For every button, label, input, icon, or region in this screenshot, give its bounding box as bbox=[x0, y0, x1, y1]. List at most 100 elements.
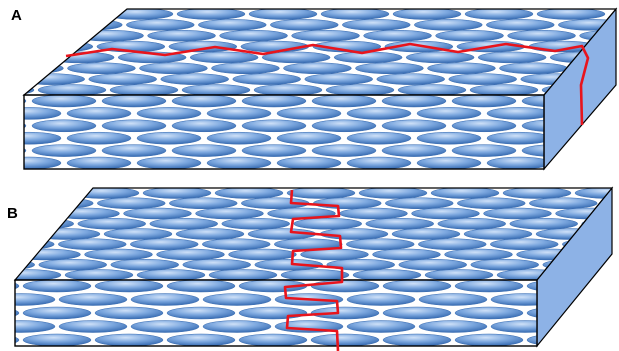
fiber-ellipse bbox=[254, 259, 323, 271]
fiber-ellipse bbox=[37, 84, 107, 95]
fiber-ellipse bbox=[381, 95, 447, 108]
fiber-ellipse bbox=[427, 62, 496, 75]
fiber-ellipse bbox=[166, 306, 236, 320]
fiber-ellipse bbox=[536, 9, 606, 20]
fiber-ellipse bbox=[418, 293, 488, 306]
panel-b-front-outline bbox=[14, 279, 538, 347]
fiber-ellipse bbox=[526, 281, 537, 291]
fiber-ellipse bbox=[382, 280, 452, 293]
fiber-ellipse bbox=[51, 207, 120, 220]
fiber-ellipse bbox=[355, 62, 424, 75]
fiber-ellipse bbox=[166, 280, 236, 293]
fiber-ellipse bbox=[206, 107, 272, 120]
fiber-ellipse bbox=[168, 40, 238, 53]
fiber-ellipse bbox=[454, 333, 524, 346]
fiber-ellipse bbox=[136, 269, 206, 280]
fiber-ellipse bbox=[248, 9, 318, 20]
fiber-ellipse bbox=[166, 333, 236, 346]
fiber-ellipse bbox=[24, 73, 85, 85]
fiber-ellipse bbox=[454, 280, 524, 293]
fiber-ellipse bbox=[391, 228, 461, 240]
fiber-ellipse bbox=[24, 131, 62, 145]
fiber-ellipse bbox=[358, 188, 428, 199]
fiber-ellipse bbox=[486, 19, 555, 31]
fiber-ellipse bbox=[15, 293, 56, 306]
fiber-ellipse bbox=[22, 306, 92, 320]
fiber-ellipse bbox=[101, 95, 167, 108]
fiber-ellipse bbox=[451, 95, 517, 108]
fiber-ellipse bbox=[149, 218, 218, 230]
fiber-ellipse bbox=[24, 29, 72, 42]
panel-a-block bbox=[22, 7, 618, 171]
fiber-ellipse bbox=[469, 84, 539, 95]
fiber-ellipse bbox=[448, 73, 517, 85]
fiber-ellipse bbox=[211, 62, 280, 75]
fiber-ellipse bbox=[363, 29, 432, 42]
fiber-ellipse bbox=[169, 197, 238, 209]
fiber-ellipse bbox=[486, 107, 544, 120]
fiber-ellipse bbox=[490, 320, 537, 333]
fiber-ellipse bbox=[176, 9, 246, 20]
fiber-ellipse bbox=[58, 238, 127, 250]
fiber-ellipse bbox=[15, 309, 20, 317]
panel-label-a: A bbox=[11, 7, 22, 24]
fiber-ellipse bbox=[261, 51, 331, 64]
fiber-ellipse bbox=[346, 107, 412, 120]
panel-b-block bbox=[13, 186, 614, 351]
fiber-ellipse bbox=[346, 131, 412, 145]
fiber-ellipse bbox=[437, 218, 506, 230]
fiber-ellipse bbox=[270, 19, 339, 31]
fiber-ellipse bbox=[84, 248, 153, 261]
fiber-ellipse bbox=[253, 84, 323, 95]
fiber-ellipse bbox=[241, 95, 307, 108]
fiber-ellipse bbox=[171, 144, 237, 157]
fiber-ellipse bbox=[123, 207, 192, 220]
fiber-ellipse bbox=[195, 207, 264, 220]
fiber-ellipse bbox=[24, 107, 62, 120]
fiber-ellipse bbox=[521, 95, 544, 107]
fiber-ellipse bbox=[171, 119, 237, 133]
fiber-ellipse bbox=[130, 320, 200, 333]
panel-b-front-fibers bbox=[15, 280, 537, 346]
fiber-ellipse bbox=[31, 144, 97, 157]
fiber-ellipse bbox=[333, 51, 403, 64]
fiber-ellipse bbox=[444, 248, 513, 261]
fiber-ellipse bbox=[454, 306, 524, 320]
fiber-ellipse bbox=[94, 306, 164, 320]
fiber-ellipse bbox=[206, 156, 272, 169]
fiber-ellipse bbox=[486, 156, 544, 169]
fiber-ellipse bbox=[385, 197, 454, 209]
fiber-ellipse bbox=[416, 131, 482, 145]
panel-a-front-outline bbox=[23, 94, 545, 170]
fiber-ellipse bbox=[310, 333, 380, 346]
fiber-ellipse bbox=[15, 238, 55, 250]
fiber-ellipse bbox=[381, 119, 447, 133]
fiber-ellipse bbox=[22, 333, 92, 346]
fiber-ellipse bbox=[66, 156, 132, 169]
fiber-ellipse bbox=[15, 320, 56, 333]
fiber-ellipse bbox=[32, 9, 102, 20]
fiber-ellipse bbox=[372, 248, 441, 261]
fiber-ellipse bbox=[313, 197, 382, 209]
fiber-ellipse bbox=[435, 29, 504, 42]
fiber-ellipse bbox=[280, 269, 350, 280]
fiber-ellipse bbox=[486, 131, 544, 145]
fiber-ellipse bbox=[507, 29, 576, 42]
fiber-ellipse bbox=[31, 95, 97, 108]
fiber-ellipse bbox=[451, 119, 517, 133]
fiber-ellipse bbox=[147, 29, 216, 42]
fiber-ellipse bbox=[94, 280, 164, 293]
fiber-ellipse bbox=[346, 320, 416, 333]
fiber-ellipse bbox=[181, 84, 251, 95]
fiber-ellipse bbox=[411, 207, 480, 220]
fiber-ellipse bbox=[126, 19, 195, 31]
fiber-ellipse bbox=[365, 218, 434, 230]
fiber-ellipse bbox=[15, 269, 62, 280]
fiber-ellipse bbox=[22, 280, 92, 293]
fiber-ellipse bbox=[311, 144, 377, 157]
fiber-ellipse bbox=[75, 29, 144, 42]
fiber-ellipse bbox=[418, 320, 488, 333]
fiber-ellipse bbox=[214, 188, 284, 199]
fiber-ellipse bbox=[286, 188, 356, 199]
